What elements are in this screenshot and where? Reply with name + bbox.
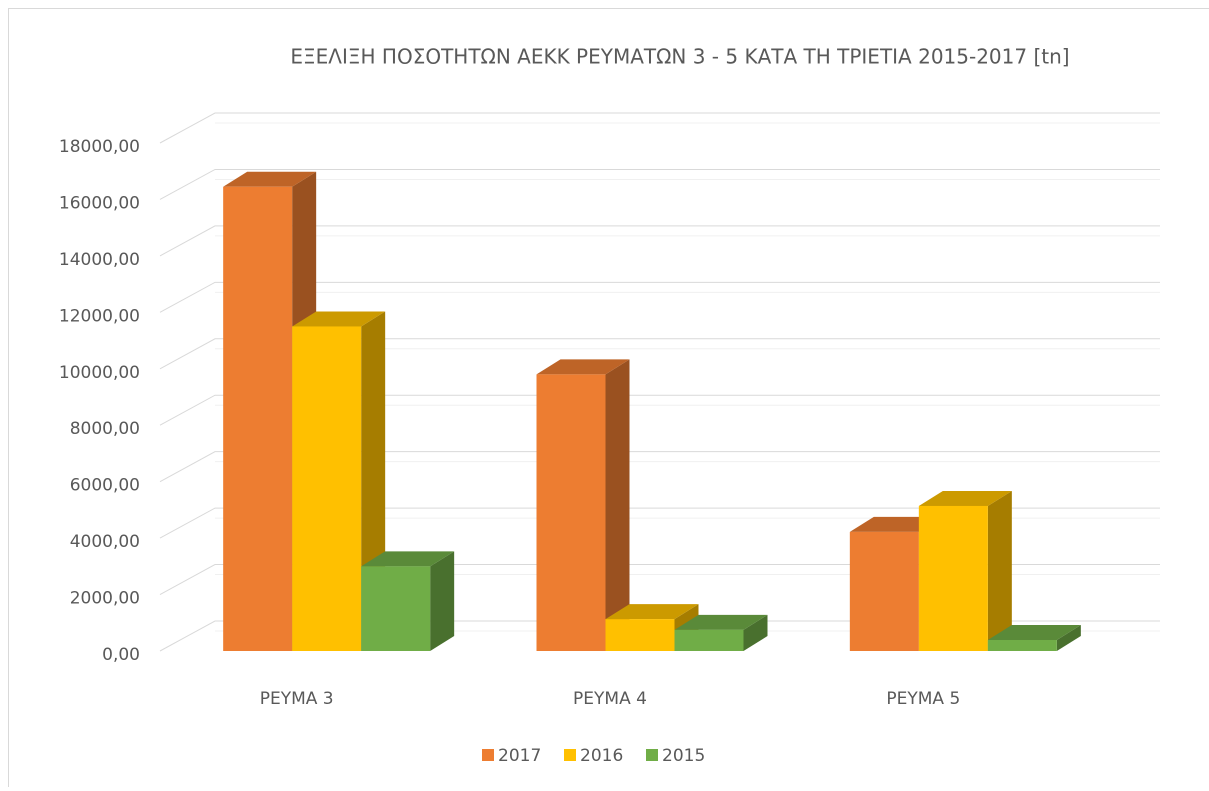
bar-front (850, 532, 919, 651)
grid-line (160, 113, 1160, 143)
legend-swatch (646, 749, 658, 761)
legend-swatch (482, 749, 494, 761)
bar-front (675, 630, 744, 651)
y-tick-label: 14000,00 (59, 250, 140, 270)
bar-front (606, 619, 675, 651)
bar-side (988, 491, 1012, 651)
y-tick-label: 16000,00 (59, 193, 140, 213)
y-tick-label: 8000,00 (70, 419, 140, 439)
bar-front (361, 566, 430, 651)
bar-side (430, 551, 454, 651)
bar (919, 491, 1012, 651)
bar-front (223, 187, 292, 651)
y-tick-label: 18000,00 (59, 137, 140, 157)
y-tick-label: 10000,00 (59, 363, 140, 383)
x-tick-label: ΡΕΥΜΑ 3 (260, 689, 334, 709)
x-tick-label: ΡΕΥΜΑ 4 (573, 689, 647, 709)
chart-title: ΕΞΕΛΙΞΗ ΠΟΣΟΤΗΤΩΝ ΑΕΚΚ ΡΕΥΜΑΤΩΝ 3 - 5 ΚΑ… (290, 45, 1069, 69)
bar-front (988, 640, 1057, 651)
legend-label: 2015 (662, 746, 705, 766)
legend-label: 2016 (580, 746, 623, 766)
y-tick-label: 4000,00 (70, 532, 140, 552)
bar-front (292, 326, 361, 651)
bar-front (919, 506, 988, 651)
legend-swatch (564, 749, 576, 761)
bar (537, 359, 630, 651)
bar (361, 551, 454, 651)
legend-label: 2017 (498, 746, 541, 766)
y-tick-label: 12000,00 (59, 306, 140, 326)
x-tick-label: ΡΕΥΜΑ 5 (886, 689, 960, 709)
y-tick-label: 0,00 (102, 645, 140, 665)
y-tick-label: 6000,00 (70, 476, 140, 496)
bar-front (537, 374, 606, 651)
y-tick-label: 2000,00 (70, 589, 140, 609)
